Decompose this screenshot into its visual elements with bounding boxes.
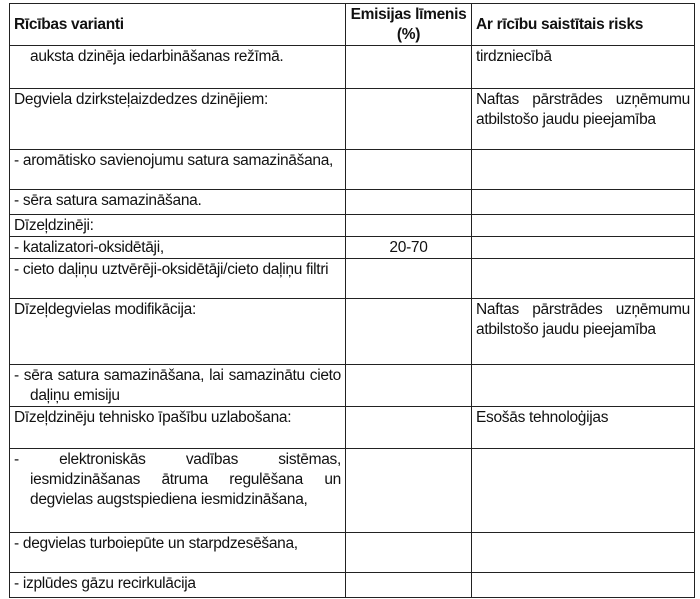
risk-cell <box>471 258 695 299</box>
emission-cell <box>345 572 472 598</box>
table-row: Degviela dzirksteļaizdedzes dzinējiem: Na… <box>9 88 695 150</box>
risk-cell: Naftas pārstrādes uzņēmumu atbilstošo ja… <box>471 88 695 150</box>
option-cell: - degvielas turboiepūte un starpdzesēšan… <box>9 532 346 573</box>
option-cell: Dīzeļdzinēji: <box>9 214 346 237</box>
risk-cell <box>471 214 695 237</box>
option-cell: - izplūdes gāzu recirkulācija <box>9 572 346 598</box>
emission-cell <box>345 88 472 150</box>
table-row: - katalizatori-oksidētāji, 20-70 <box>9 236 695 259</box>
risk-cell <box>471 149 695 190</box>
risk-cell <box>471 189 695 215</box>
option-cell: Degviela dzirksteļaizdedzes dzinējiem: <box>9 88 346 150</box>
emission-cell <box>345 406 472 449</box>
risk-cell <box>471 236 695 259</box>
emission-cell <box>345 45 472 89</box>
risk-cell <box>471 364 695 407</box>
measures-table: Rīcības varianti Emisijas līmenis (%) Ar… <box>9 3 695 598</box>
table-row: Dīzeļdegvielas modifikācija: Naftas pārst… <box>9 298 695 365</box>
option-cell: - aromātisko savienojumu satura samazinā… <box>9 149 346 190</box>
table-row: - izplūdes gāzu recirkulācija <box>9 572 695 598</box>
option-cell: - elektroniskās vadības sistēmas, iesmid… <box>9 448 346 533</box>
table-row: - aromātisko savienojumu satura samazinā… <box>9 149 695 190</box>
emission-cell <box>345 448 472 533</box>
risk-cell: Esošās tehnoloģijas <box>471 406 695 449</box>
emission-cell: 20-70 <box>345 236 472 259</box>
emission-cell <box>345 298 472 365</box>
emission-cell <box>345 214 472 237</box>
option-cell: - cieto daļiņu uztvērēji-oksidētāji/ciet… <box>9 258 346 299</box>
risk-cell <box>471 572 695 598</box>
risk-cell: tirdzniecībā <box>471 45 695 89</box>
table-row: - cieto daļiņu uztvērēji-oksidētāji/ciet… <box>9 258 695 299</box>
option-cell: - sēra satura samazināšana, lai samazinā… <box>9 364 346 407</box>
option-cell: Dīzeļdzinēju tehnisko īpašību uzlabošana… <box>9 406 346 449</box>
emission-cell <box>345 189 472 215</box>
table-row: - sēra satura samazināšana. <box>9 189 695 215</box>
table-row: - elektroniskās vadības sistēmas, iesmid… <box>9 448 695 533</box>
table-header-row: Rīcības varianti Emisijas līmenis (%) Ar… <box>9 3 695 46</box>
option-cell: - sēra satura samazināšana. <box>9 189 346 215</box>
emission-cell <box>345 258 472 299</box>
risk-cell <box>471 448 695 533</box>
emission-cell <box>345 532 472 573</box>
table-row: - sēra satura samazināšana, lai samazinā… <box>9 364 695 407</box>
emission-cell <box>345 149 472 190</box>
table-row: - degvielas turboiepūte un starpdzesēšan… <box>9 532 695 573</box>
emission-cell <box>345 364 472 407</box>
header-emission-level: Emisijas līmenis (%) <box>345 3 472 46</box>
header-options: Rīcības varianti <box>9 3 346 46</box>
option-cell: Dīzeļdegvielas modifikācija: <box>9 298 346 365</box>
option-cell: auksta dzinēja iedarbināšanas režīmā. <box>9 45 346 89</box>
table-row: Dīzeļdzinēju tehnisko īpašību uzlabošana… <box>9 406 695 449</box>
table-row: Dīzeļdzinēji: <box>9 214 695 237</box>
header-risk: Ar rīcību saistītais risks <box>471 3 695 46</box>
risk-cell <box>471 532 695 573</box>
table-row: auksta dzinēja iedarbināšanas režīmā. tir… <box>9 45 695 89</box>
option-cell: - katalizatori-oksidētāji, <box>9 236 346 259</box>
risk-cell: Naftas pārstrādes uzņēmumu atbilstošo ja… <box>471 298 695 365</box>
